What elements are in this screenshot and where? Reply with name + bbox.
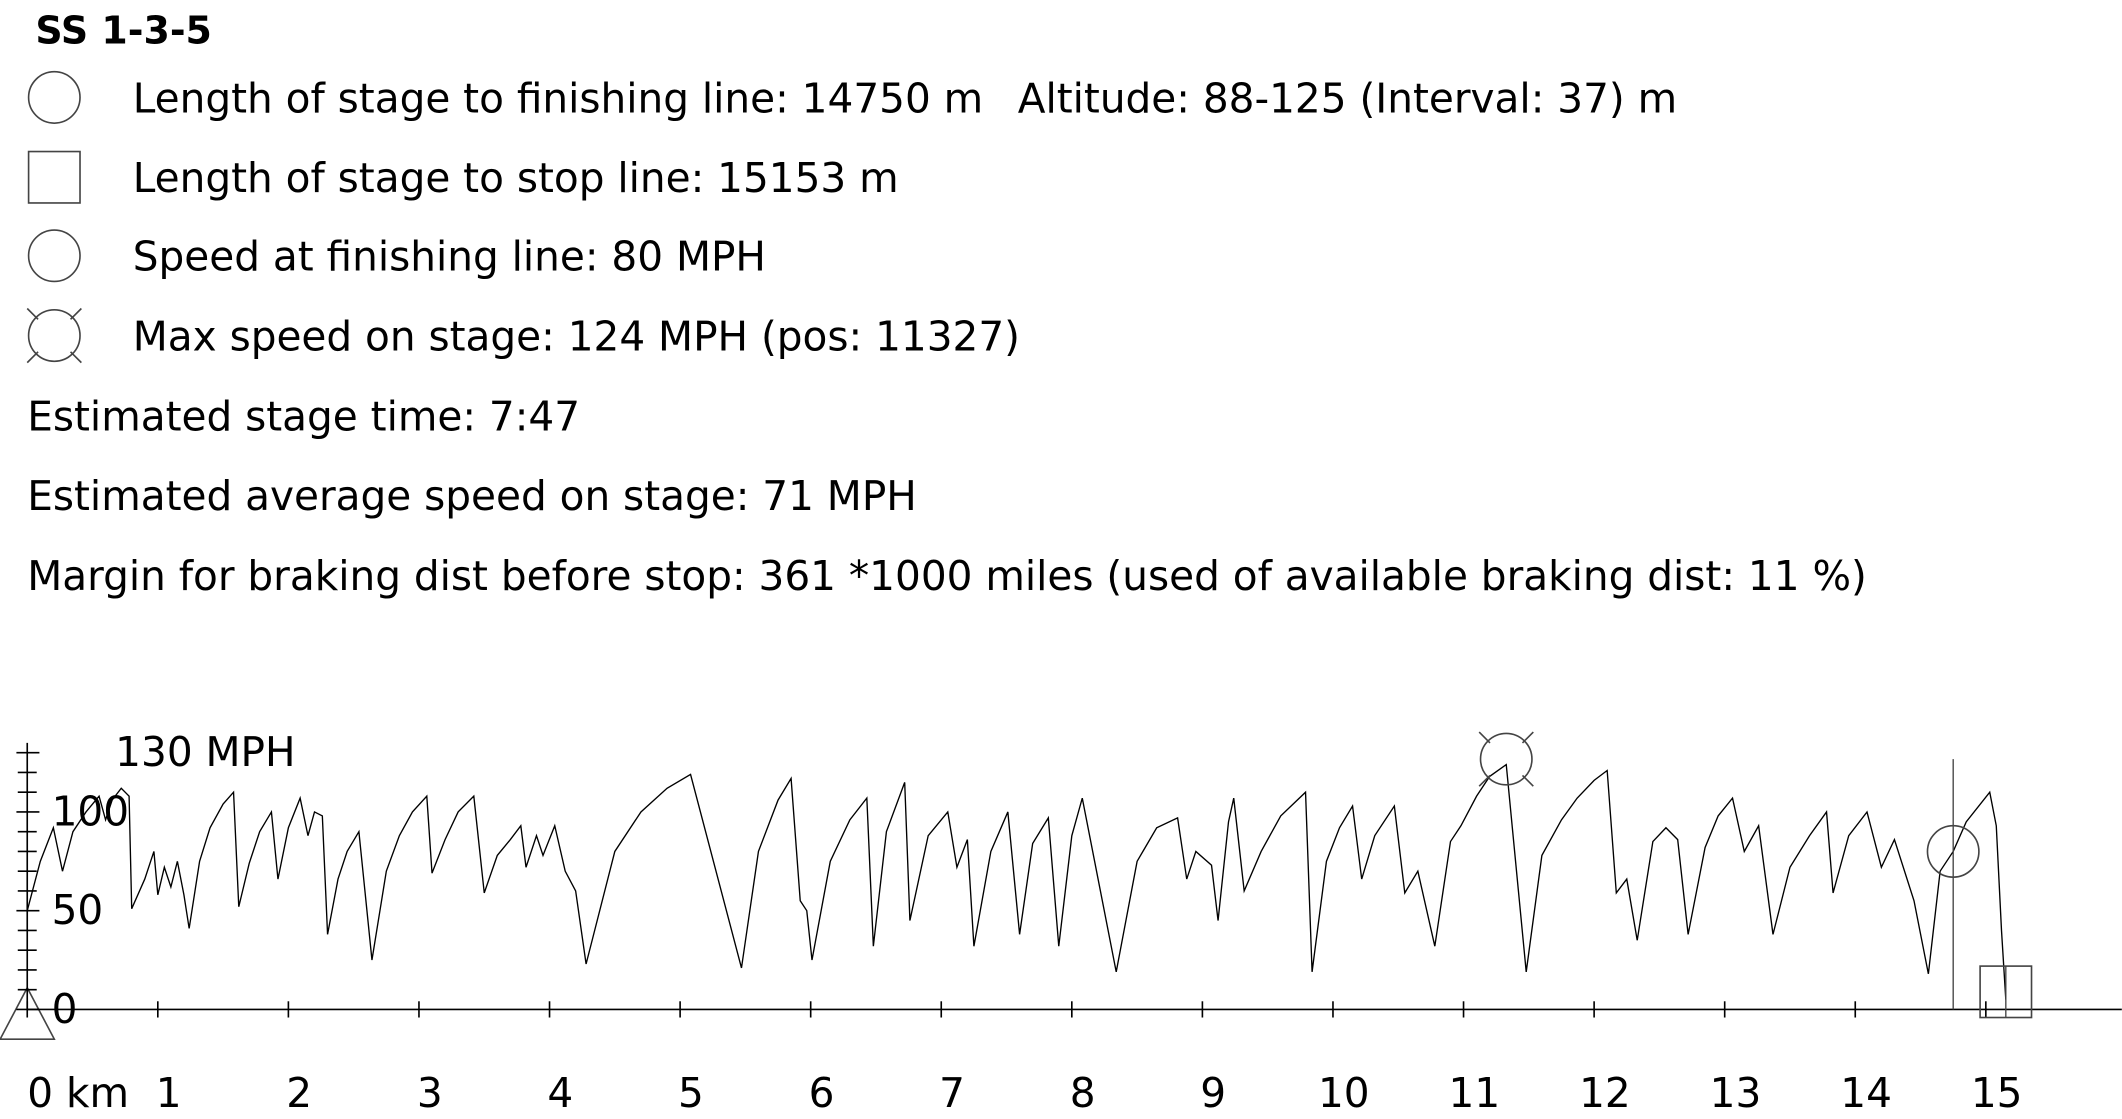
finish-icon bbox=[27, 70, 81, 124]
x-tick-label: 9 bbox=[1200, 1069, 1226, 1117]
info-line: Margin for braking dist before stop: 361… bbox=[27, 552, 1867, 600]
y-tick-label: 0 bbox=[52, 985, 78, 1033]
x-tick-label: 2 bbox=[286, 1069, 312, 1117]
x-tick-label: 5 bbox=[678, 1069, 704, 1117]
info-line: Estimated average speed on stage: 71 MPH bbox=[27, 472, 917, 520]
info-line: Length of stage to stop line: 15153 m bbox=[133, 154, 899, 202]
x-tick-label: 10 bbox=[1318, 1069, 1370, 1117]
x-tick-label: 1 bbox=[156, 1069, 182, 1117]
start-triangle bbox=[0, 986, 56, 1040]
stop-icon bbox=[27, 150, 81, 204]
x-tick-label: 14 bbox=[1840, 1069, 1892, 1117]
y-tick-label: 130 MPH bbox=[115, 728, 295, 776]
stage-title: SS 1-3-5 bbox=[35, 8, 212, 52]
y-tick-label: 50 bbox=[52, 886, 104, 934]
x-tick-label: 0 km bbox=[27, 1069, 129, 1117]
x-tick-label: 12 bbox=[1579, 1069, 1631, 1117]
speed-icon bbox=[27, 229, 81, 283]
info-line: Speed at finishing line: 80 MPH bbox=[133, 233, 766, 281]
x-tick-label: 11 bbox=[1449, 1069, 1501, 1117]
finish-marker bbox=[1926, 824, 1980, 878]
x-tick-label: 15 bbox=[1971, 1069, 2023, 1117]
info-line: Length of stage to finishing line: 14750… bbox=[133, 74, 983, 122]
x-tick-label: 4 bbox=[547, 1069, 573, 1117]
speed-line bbox=[26, 763, 2007, 1000]
altitude: Altitude: 88-125 (Interval: 37) m bbox=[1018, 74, 1677, 122]
x-tick-label: 13 bbox=[1710, 1069, 1762, 1117]
max-marker-cross bbox=[1478, 731, 1534, 787]
info-line: Max speed on stage: 124 MPH (pos: 11327) bbox=[133, 312, 1020, 360]
x-tick-label: 3 bbox=[417, 1069, 443, 1117]
max-marker bbox=[1479, 732, 1533, 786]
info-line: Estimated stage time: 7:47 bbox=[27, 392, 580, 440]
x-tick-label: 6 bbox=[809, 1069, 835, 1117]
x-tick-label: 7 bbox=[939, 1069, 965, 1117]
y-tick-label: 100 bbox=[52, 787, 129, 835]
max-icon bbox=[26, 307, 82, 364]
x-tick-label: 8 bbox=[1070, 1069, 1096, 1117]
